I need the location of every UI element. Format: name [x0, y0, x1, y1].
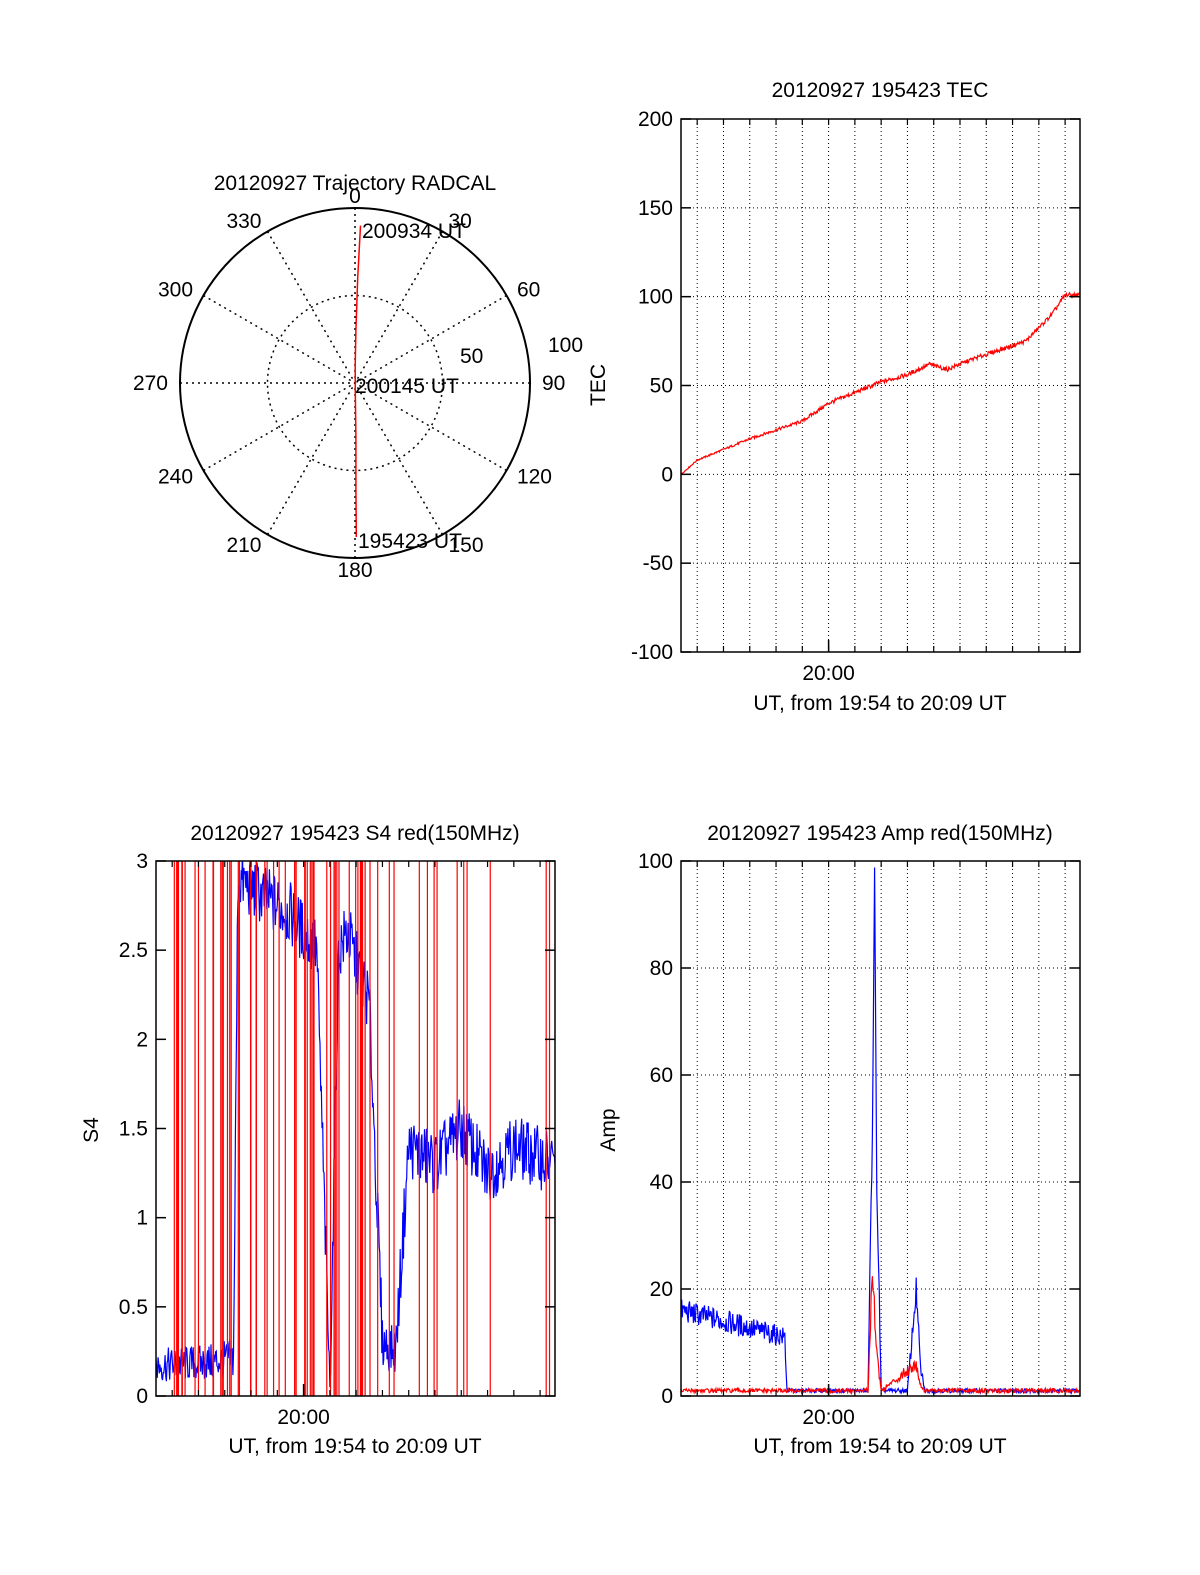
y-tick-label: 3 [136, 850, 148, 873]
trajectory-mid-time: 200145 UT [355, 375, 459, 398]
plot-frame [680, 118, 1081, 653]
amp-panel: 20120927 195423 Amp red(150MHz) Amp UT, … [597, 822, 1081, 1458]
tec-ylabel: TEC [587, 364, 610, 406]
s4-ylabel: S4 [80, 1117, 103, 1143]
polar-radius-label-50: 50 [460, 345, 483, 368]
tec-panel: 20120927 195423 TEC TEC UT, from 19:54 t… [587, 79, 1081, 715]
amp-xlabel: UT, from 19:54 to 20:09 UT [753, 1435, 1006, 1458]
y-tick-label: 50 [650, 375, 673, 398]
polar-angle-label: 180 [337, 559, 372, 582]
y-tick-label: 100 [638, 286, 673, 309]
polar-angle-label: 270 [133, 372, 168, 395]
y-tick-label: 20 [650, 1278, 673, 1301]
s4-panel: 20120927 195423 S4 red(150MHz) S4 UT, fr… [80, 822, 556, 1458]
y-tick-label: 2 [136, 1028, 148, 1051]
y-tick-label: 60 [650, 1064, 673, 1087]
y-tick-label: 80 [650, 957, 673, 980]
y-tick-label: 1 [136, 1207, 148, 1230]
polar-angle-label: 0 [349, 185, 361, 208]
polar-angle-label: 30 [449, 210, 472, 233]
polar-angle-label: 210 [226, 534, 261, 557]
polar-angle-label: 330 [226, 210, 261, 233]
y-tick-label: 100 [638, 850, 673, 873]
trajectory-start-time: 195423 UT [358, 530, 462, 553]
y-tick-label: -50 [643, 552, 673, 575]
series-line-red [681, 1276, 1080, 1395]
s4-title: 20120927 195423 S4 red(150MHz) [190, 822, 519, 845]
y-tick-label: 40 [650, 1171, 673, 1194]
trajectory-track [354, 225, 362, 538]
y-tick-label: 0.5 [119, 1296, 148, 1319]
polar-angle-label: 120 [517, 466, 552, 489]
y-tick-label: 0 [661, 463, 673, 486]
x-tick-label: 20:00 [802, 662, 855, 685]
polar-angle-labels: 0 30 60 90 120 150 180 210 240 270 300 330 [133, 185, 565, 582]
polar-radius-label-100: 100 [548, 334, 583, 357]
polar-angle-label: 300 [158, 279, 193, 302]
series-line-red [681, 290, 1080, 475]
y-tick-label: 0 [136, 1385, 148, 1408]
polar-angle-label: 150 [449, 534, 484, 557]
polar-angle-label: 60 [517, 279, 540, 302]
amp-ylabel: Amp [597, 1108, 620, 1151]
tec-title: 20120927 195423 TEC [772, 79, 989, 102]
y-tick-label: 2.5 [119, 939, 148, 962]
y-tick-label: 150 [638, 197, 673, 220]
y-tick-label: -100 [631, 641, 673, 664]
tec-xlabel: UT, from 19:54 to 20:09 UT [753, 692, 1006, 715]
x-tick-label: 20:00 [277, 1406, 330, 1429]
trajectory-title: 20120927 Trajectory RADCAL [214, 172, 497, 195]
plot-frame [680, 860, 1081, 1397]
polar-angle-label: 240 [158, 466, 193, 489]
trajectory-panel: 20120927 Trajectory RADCAL 0 30 60 90 120 150… [133, 172, 583, 582]
y-tick-label: 0 [661, 1385, 673, 1408]
y-tick-label: 1.5 [119, 1118, 148, 1141]
trajectory-end-time: 200934 UT [362, 220, 466, 243]
s4-xlabel: UT, from 19:54 to 20:09 UT [228, 1435, 481, 1458]
polar-ring-50 [266, 294, 444, 472]
series-line-blue [681, 867, 1080, 1396]
amp-title: 20120927 195423 Amp red(150MHz) [707, 822, 1053, 845]
polar-angle-label: 90 [542, 372, 565, 395]
x-tick-label: 20:00 [802, 1406, 855, 1429]
y-tick-label: 200 [638, 108, 673, 131]
